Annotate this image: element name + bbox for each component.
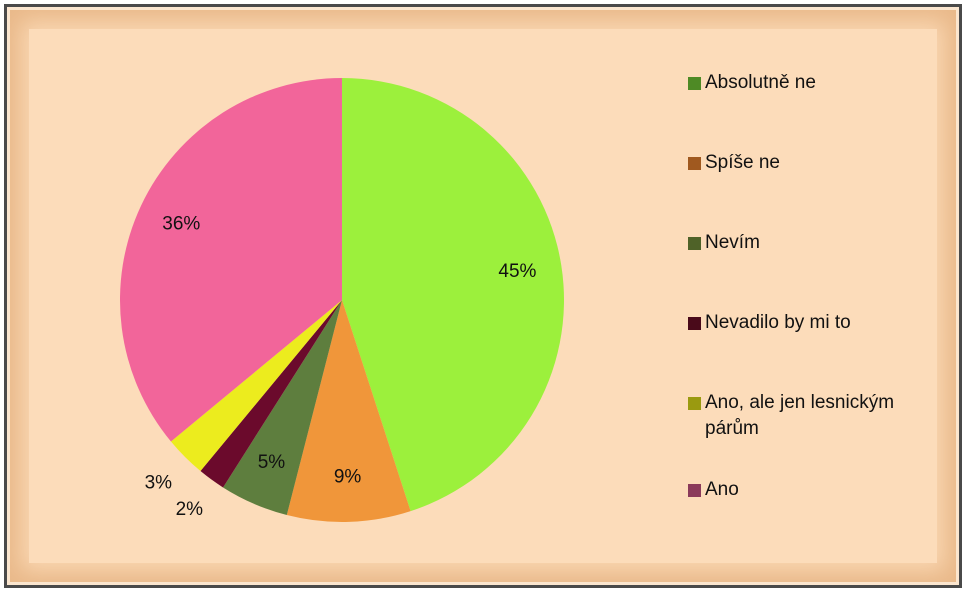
pie-slice xyxy=(170,300,342,472)
legend-swatch xyxy=(688,77,701,90)
legend-item: Absolutně ne xyxy=(688,70,953,96)
pie-slice xyxy=(342,78,564,512)
legend-swatch xyxy=(688,397,701,410)
data-label: 9% xyxy=(334,467,362,488)
legend-item: Nevím xyxy=(688,230,953,256)
data-label: 36% xyxy=(162,213,200,234)
legend-swatch xyxy=(688,157,701,170)
legend-item: Spíše ne xyxy=(688,150,953,176)
data-label: 5% xyxy=(258,452,286,473)
chart-frame xyxy=(4,4,962,588)
legend-swatch xyxy=(688,484,701,497)
data-label: 45% xyxy=(498,261,536,282)
data-label: 3% xyxy=(145,473,173,494)
legend-label: Ano, ale jen lesnickým párům xyxy=(705,392,895,439)
legend-label: Nevím xyxy=(705,232,760,253)
legend-item: Nevadilo by mi to xyxy=(688,310,953,336)
legend-swatch xyxy=(688,317,701,330)
legend-item: Ano xyxy=(688,477,953,503)
data-label: 2% xyxy=(176,499,204,520)
pie-slice xyxy=(286,300,411,522)
legend-label: Nevadilo by mi to xyxy=(705,312,851,333)
pie-slice xyxy=(120,78,343,442)
legend-item: Ano, ale jen lesnickým párům xyxy=(688,390,953,442)
legend-label: Ano xyxy=(705,479,739,500)
pie-slice xyxy=(200,300,342,488)
pie-slice xyxy=(223,300,342,516)
legend-swatch xyxy=(688,237,701,250)
legend-label: Spíše ne xyxy=(705,152,780,173)
legend-label: Absolutně ne xyxy=(705,72,816,93)
